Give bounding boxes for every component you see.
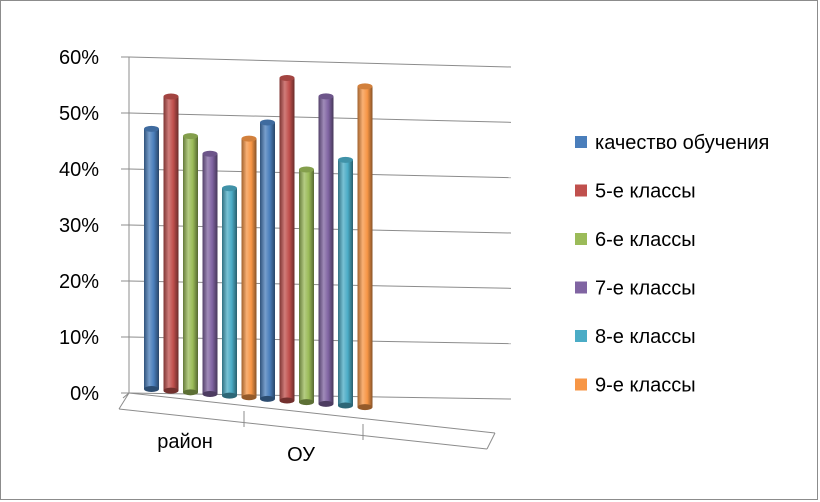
bar (338, 156, 353, 409)
x-tick-label: ОУ (287, 444, 315, 466)
legend-swatch (575, 281, 587, 294)
legend-swatch (575, 136, 587, 148)
legend-swatch (575, 233, 587, 245)
y-tick-label: 60% (59, 47, 99, 69)
bar (318, 93, 334, 407)
legend-swatch (575, 330, 587, 342)
legend-item: 6-е классы (575, 229, 696, 251)
bar (202, 150, 218, 397)
legend-swatch (575, 184, 587, 197)
y-tick-label: 40% (59, 159, 99, 181)
y-tick-label: 0% (70, 383, 99, 405)
legend-label: 5-е классы (595, 181, 696, 203)
legend-item: 7-е классы (575, 278, 696, 300)
floor-front-edge (128, 392, 496, 434)
bar (144, 125, 159, 392)
bar (163, 93, 179, 394)
bar (260, 119, 275, 402)
bar (357, 83, 373, 411)
bar (183, 133, 198, 396)
legend-label: качество обучения (595, 132, 769, 154)
x-axis-line (118, 408, 488, 450)
legend-label: 9-е классы (595, 375, 696, 397)
legend-label: 7-е классы (595, 278, 696, 300)
y-tick-label: 50% (59, 103, 99, 125)
legend-item: качество обучения (575, 132, 769, 154)
bar (299, 166, 314, 406)
y-tick-label: 10% (59, 327, 99, 349)
legend-item: 8-е классы (575, 326, 696, 348)
bar (222, 185, 237, 399)
legend-label: 8-е классы (595, 326, 696, 348)
legend-label: 6-е классы (595, 229, 696, 251)
legend-item: 9-е классы (575, 375, 696, 397)
bar (241, 135, 257, 401)
legend-swatch (575, 378, 587, 391)
gridline (128, 56, 512, 68)
bar (279, 75, 295, 404)
y-tick-label: 20% (59, 271, 99, 293)
x-tick-label: район (157, 431, 213, 453)
legend-item: 5-е классы (575, 181, 696, 203)
y-tick-label: 30% (59, 215, 99, 237)
